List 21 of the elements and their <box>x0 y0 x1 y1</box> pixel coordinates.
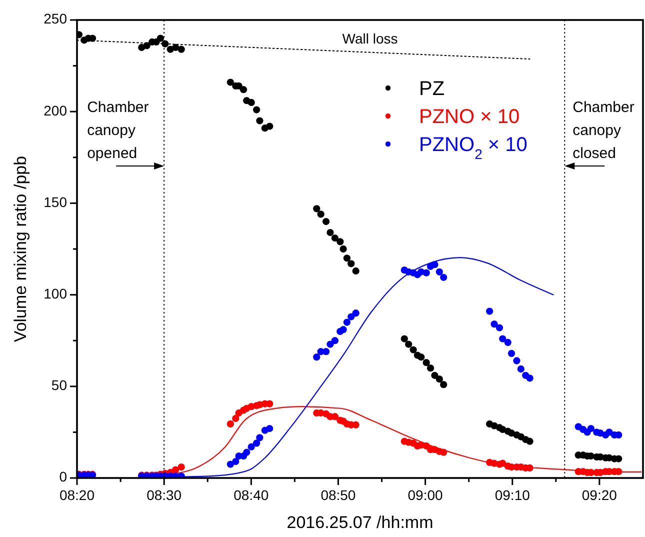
x-tick-label: 09:20 <box>582 487 618 503</box>
x-tick-label: 08:40 <box>234 487 269 503</box>
legend-label: PZNO × 10 <box>419 106 520 128</box>
y-tick-label: 150 <box>44 194 68 210</box>
x-tick-label: 08:20 <box>59 487 95 503</box>
annotation: Wall loss <box>342 30 398 47</box>
y-tick-label: 250 <box>44 10 68 27</box>
x-tick-label: 08:30 <box>146 487 182 503</box>
ref-line-label: Chamber canopy opened <box>87 99 149 162</box>
x-tick-label: 08:50 <box>320 487 356 503</box>
y-tick-label: 200 <box>44 102 68 118</box>
y-tick-label: 0 <box>59 468 68 485</box>
ref-line-label: Chamber canopy closed <box>572 99 634 162</box>
x-axis-title: 2016.25.07 /hh:mm <box>286 513 434 532</box>
legend-label: PZ <box>419 78 445 100</box>
y-axis-title: Volume mixing ratio /ppb <box>11 156 30 342</box>
legend-label: PZNO$_{2}$ × 10 <box>419 134 528 162</box>
y-tick-label: 100 <box>44 286 68 302</box>
y-tick-label: 50 <box>51 377 68 394</box>
x-tick-label: 09:10 <box>494 487 530 503</box>
x-tick-label: 09:00 <box>408 487 444 503</box>
